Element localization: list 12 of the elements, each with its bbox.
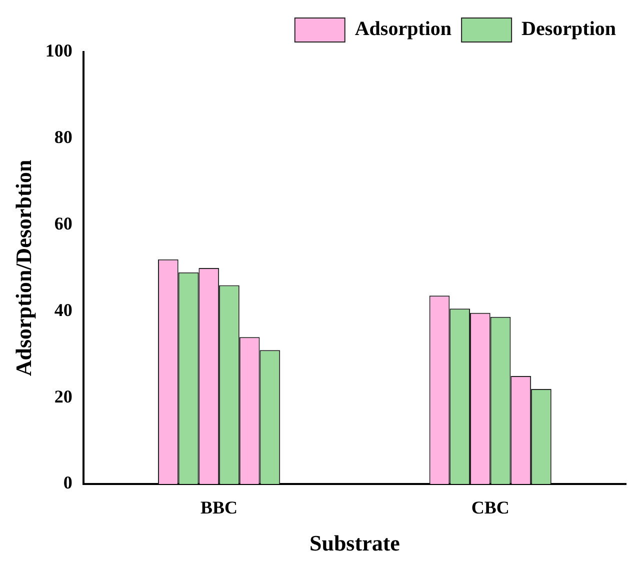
x-tick-label: CBC bbox=[471, 497, 510, 518]
y-tick-label: 80 bbox=[54, 127, 72, 148]
x-axis-title: Substrate bbox=[309, 530, 400, 556]
y-tick-label: 100 bbox=[45, 40, 72, 61]
y-axis-title: Adsorption/Desorbtion bbox=[10, 160, 36, 376]
y-tick-label: 40 bbox=[54, 300, 72, 320]
y-tick-label: 60 bbox=[54, 213, 72, 234]
x-tick-label: BBC bbox=[200, 497, 238, 518]
y-tick-label: 20 bbox=[54, 386, 72, 406]
legend-label: Desorption bbox=[522, 18, 616, 40]
y-tick-label: 0 bbox=[63, 472, 72, 493]
legend-label: Adsorption bbox=[354, 18, 452, 40]
